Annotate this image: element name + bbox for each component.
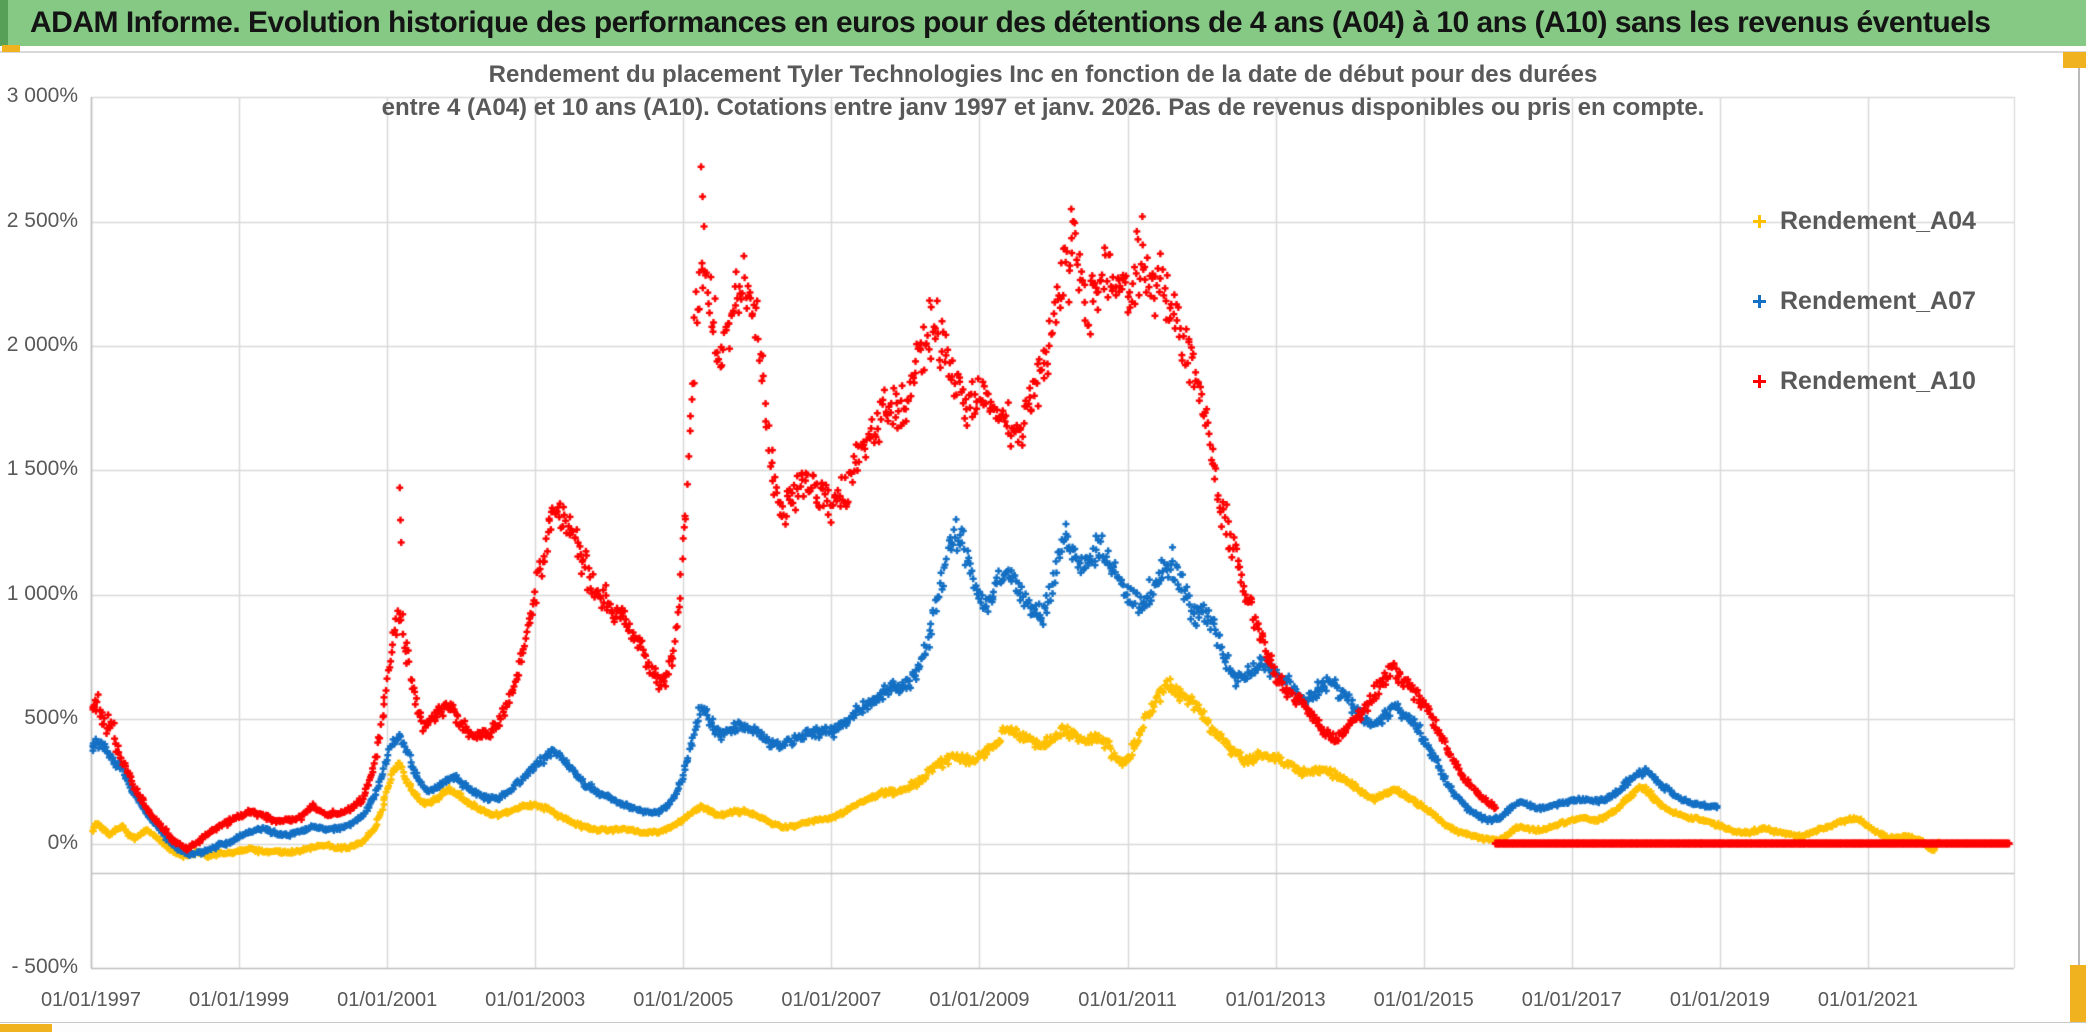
legend-label: Rendement_A07 — [1780, 286, 1976, 315]
selection-handle-top-right — [2063, 52, 2086, 68]
header-title: ADAM Informe. Evolution historique des p… — [30, 6, 1991, 39]
plus-marker-icon — [1753, 214, 1766, 228]
horizontal-scrollbar[interactable] — [0, 1022, 2086, 1032]
x-tick-label: 01/01/2007 — [781, 989, 882, 1011]
x-tick-label: 01/01/2001 — [337, 989, 438, 1011]
y-tick-label: 3 000% — [6, 84, 78, 108]
y-tick-label: 2 000% — [6, 332, 78, 356]
header-left-edge — [0, 0, 8, 46]
header-divider-line — [0, 51, 2086, 53]
y-tick-label: 500% — [24, 706, 78, 730]
x-tick-label: 01/01/2005 — [633, 989, 734, 1011]
x-tick-label: 01/01/1999 — [189, 989, 290, 1011]
y-tick-label: 2 500% — [6, 208, 78, 232]
x-tick-label: 01/01/2013 — [1225, 989, 1326, 1011]
chart-title-line2: entre 4 (A04) et 10 ans (A10). Cotations… — [381, 94, 1705, 121]
plus-marker-icon — [1753, 294, 1766, 308]
pane-divider-line — [2078, 68, 2080, 965]
y-tick-label: 1 500% — [6, 457, 78, 481]
plus-marker-icon — [1753, 374, 1766, 388]
legend-label: Rendement_A04 — [1780, 206, 1976, 235]
x-tick-label: 01/01/2011 — [1078, 989, 1177, 1011]
legend-item-rendement-a07[interactable]: Rendement_A07 — [1753, 283, 1976, 319]
chart-title-line1: Rendement du placement Tyler Technologie… — [488, 61, 1598, 88]
header-banner: ADAM Informe. Evolution historique des p… — [0, 0, 2086, 46]
x-tick-label: 01/01/2015 — [1373, 989, 1474, 1011]
x-tick-label: 01/01/2019 — [1669, 989, 1770, 1011]
legend-item-rendement-a04[interactable]: Rendement_A04 — [1753, 203, 1976, 239]
selection-handle-top-left — [2, 45, 20, 52]
scrollbar-thumb[interactable] — [0, 1024, 52, 1032]
chart-title: Rendement du placement Tyler Technologie… — [0, 58, 2086, 124]
x-tick-label: 01/01/2009 — [929, 989, 1030, 1011]
y-tick-label: - 500% — [11, 954, 78, 978]
y-tick-label: 1 000% — [6, 581, 78, 605]
legend-label: Rendement_A10 — [1780, 366, 1976, 395]
legend-item-rendement-a10[interactable]: Rendement_A10 — [1753, 363, 1976, 399]
x-tick-label: 01/01/2017 — [1521, 989, 1622, 1011]
y-tick-label: 0% — [47, 830, 78, 854]
selection-handle-bottom-right — [2070, 965, 2086, 1022]
x-tick-label: 01/01/2021 — [1817, 989, 1918, 1011]
x-tick-label: 01/01/2003 — [485, 989, 586, 1011]
x-tick-label: 01/01/1997 — [40, 989, 142, 1011]
